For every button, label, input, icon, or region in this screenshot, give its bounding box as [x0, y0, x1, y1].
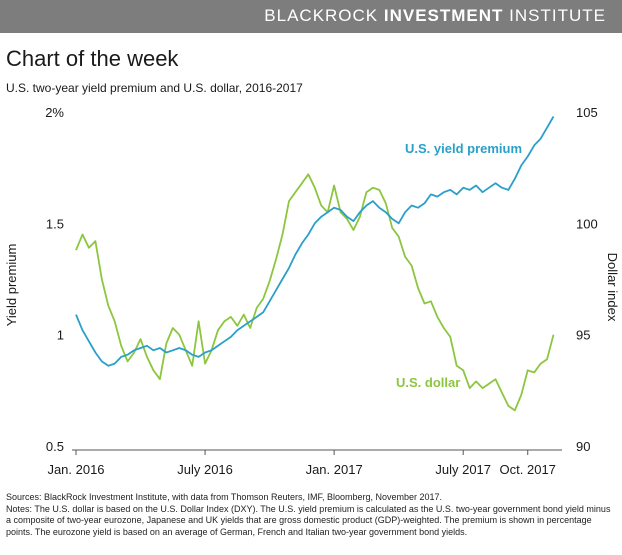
- footnotes: Sources: BlackRock Investment Institute,…: [6, 492, 611, 538]
- right-axis-title: Dollar index: [605, 253, 620, 322]
- right-tick-label: 105: [576, 105, 598, 120]
- right-tick-label: 95: [576, 328, 590, 343]
- methodology-note: Notes: The U.S. dollar is based on the U…: [6, 503, 611, 537]
- left-tick-label: 2%: [45, 105, 64, 120]
- x-tick-label: July 2017: [435, 462, 491, 477]
- left-tick-label: 1: [57, 328, 64, 343]
- x-tick-label: Jan. 2016: [47, 462, 104, 477]
- x-tick-label: Oct. 2017: [500, 462, 556, 477]
- us-dollar-label: U.S. dollar: [396, 375, 460, 390]
- us-yield-premium-line: [75, 116, 555, 367]
- brand-bar: [0, 0, 622, 33]
- right-axis-ticks: 90 95 100 105: [576, 105, 598, 454]
- brand-bold: INVESTMENT: [383, 6, 504, 25]
- x-axis-ticks: Jan. 2016 July 2016 Jan. 2017 July 2017 Oct.…: [47, 450, 556, 477]
- us-dollar-line: [75, 173, 555, 412]
- left-tick-label: 1.5: [46, 216, 64, 231]
- brand-light-1: BLACKROCK: [264, 6, 384, 25]
- right-tick-label: 100: [576, 216, 598, 231]
- left-axis-title: Yield premium: [4, 244, 19, 327]
- series-lines: [75, 116, 555, 412]
- brand-light-2: INSTITUTE: [503, 6, 606, 25]
- left-axis-ticks: 0.5 1 1.5 2%: [45, 105, 64, 454]
- right-tick-label: 90: [576, 439, 590, 454]
- chart-subtitle: U.S. two-year yield premium and U.S. dol…: [6, 81, 303, 95]
- chart-title: Chart of the week: [6, 46, 179, 71]
- x-tick-label: Jan. 2017: [306, 462, 363, 477]
- x-tick-label: July 2016: [177, 462, 233, 477]
- sources-note: Sources: BlackRock Investment Institute,…: [6, 492, 443, 502]
- brand-logo-text: BLACKROCK INVESTMENT INSTITUTE: [264, 6, 606, 26]
- left-tick-label: 0.5: [46, 439, 64, 454]
- us-yield-premium-label: U.S. yield premium: [405, 141, 522, 156]
